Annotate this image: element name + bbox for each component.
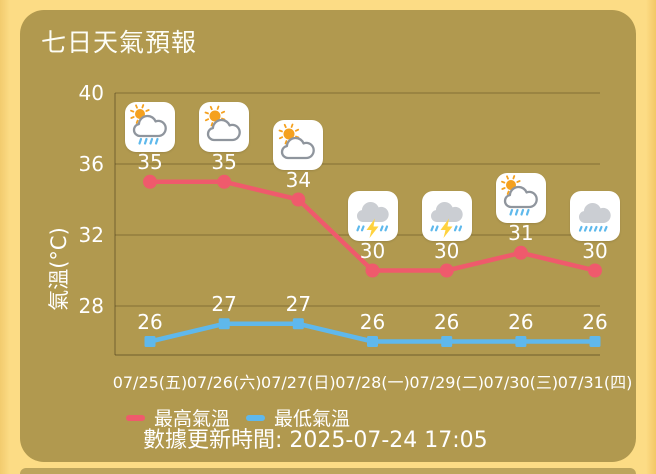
high-temp-value: 35 <box>137 149 163 174</box>
x-axis-label: 07/31(四) <box>557 373 633 392</box>
sun-cloud-glyph <box>278 123 316 159</box>
low-temp-marker <box>367 336 378 347</box>
y-tick-label: 32 <box>78 223 104 247</box>
x-axis-label: 07/28(一) <box>335 373 410 392</box>
low-temp-value: 26 <box>582 309 608 334</box>
low-temp-marker <box>515 336 527 347</box>
low-temp-marker <box>589 336 601 347</box>
sun-cloud-rain-icon <box>495 172 546 223</box>
cloud-rain-icon <box>570 190 621 241</box>
sun-cloud-rain-glyph <box>500 174 538 216</box>
legend-high-swatch <box>126 414 145 421</box>
sun-cloud-glyph <box>204 105 242 141</box>
high-temp-marker <box>365 263 380 278</box>
x-axis-label: 07/26(六) <box>186 373 262 392</box>
page-title: 七日天氣預報 <box>41 28 198 57</box>
low-temp-marker <box>218 318 230 330</box>
thunderstorm-glyph <box>430 201 463 238</box>
sun-cloud-icon <box>199 101 250 152</box>
chart-legend: 最高氣溫 最低氣溫 <box>126 404 350 431</box>
low-temp-value: 26 <box>433 309 460 334</box>
y-tick-label: 28 <box>78 294 104 318</box>
high-temp-value: 30 <box>359 238 386 263</box>
high-temp-value: 34 <box>285 167 312 192</box>
sun-cloud-rain-glyph <box>130 103 167 145</box>
high-temp-marker <box>143 174 157 189</box>
legend-low-swatch <box>246 414 266 421</box>
low-temp-value: 26 <box>508 309 534 334</box>
next-card-peek <box>20 468 636 474</box>
legend-low-label: 最低氣溫 <box>274 408 351 430</box>
high-temp-marker <box>439 263 454 278</box>
low-temp-value: 27 <box>285 291 312 316</box>
sun-cloud-icon <box>273 119 324 170</box>
high-temp-value: 35 <box>211 149 237 174</box>
x-axis-label: 07/30(三) <box>483 373 559 392</box>
sun-cloud-rain-icon <box>125 101 175 152</box>
high-temp-value: 31 <box>508 220 534 245</box>
high-temp-marker <box>217 174 232 189</box>
x-axis-label: 07/25(五) <box>112 373 188 392</box>
cloud-rain-glyph <box>578 202 611 232</box>
update-time-text: 數據更新時間: 2025-07-24 17:05 <box>143 428 488 453</box>
forecast-chart: 28 32 36 40 07/25(五) 07/26(六) 07/27(日) 07/28(一)… <box>20 10 636 462</box>
legend-high-label: 最高氣溫 <box>154 408 231 430</box>
low-temp-marker <box>144 336 156 347</box>
high-temp-marker <box>513 245 528 260</box>
low-temp-marker <box>441 336 453 347</box>
high-temp-marker <box>588 263 602 278</box>
low-temp-value: 26 <box>137 309 163 334</box>
low-temp-value: 27 <box>211 291 237 316</box>
thunderstorm-icon <box>347 190 398 241</box>
high-temp-value: 30 <box>582 238 608 263</box>
thunderstorm-icon <box>421 190 472 241</box>
high-temp-marker <box>291 192 306 207</box>
high-temp-value: 30 <box>433 238 460 263</box>
y-tick-label: 36 <box>78 152 104 176</box>
x-axis-label: 07/29(二) <box>409 373 484 392</box>
y-tick-label: 40 <box>78 81 104 105</box>
chart-canvas <box>114 92 602 356</box>
low-temp-value: 26 <box>359 309 386 334</box>
low-temp-marker <box>292 318 304 330</box>
thunderstorm-glyph <box>355 201 389 238</box>
x-axis-label: 07/27(日) <box>261 373 336 392</box>
forecast-card: 七日天氣預報 氣溫(°C) 28 32 36 40 07/25(五) 07/26(六) 07… <box>20 10 636 462</box>
